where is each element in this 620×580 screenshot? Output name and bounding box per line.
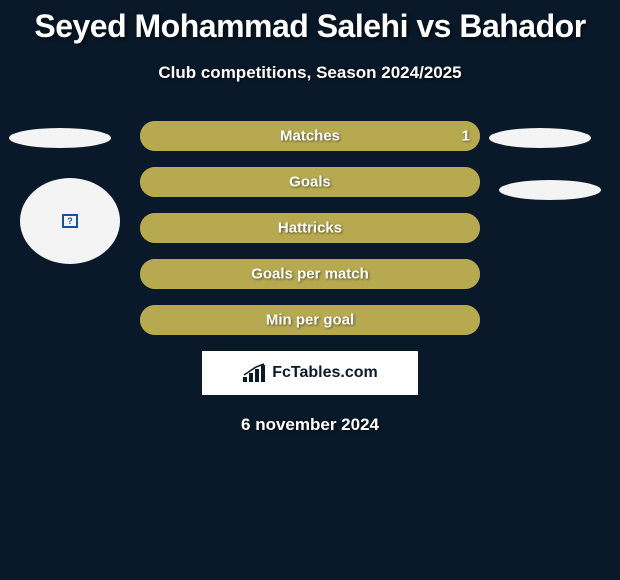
page-title: Seyed Mohammad Salehi vs Bahador [0, 0, 620, 45]
stat-row-goals: Goals [140, 167, 480, 197]
stat-row-goals-per-match: Goals per match [140, 259, 480, 289]
stat-label: Min per goal [266, 312, 354, 329]
brand-text: FcTables.com [272, 364, 378, 382]
stat-value: 1 [462, 128, 470, 145]
brand-box: FcTables.com [202, 351, 418, 395]
stat-label: Matches [280, 128, 340, 145]
page-subtitle: Club competitions, Season 2024/2025 [0, 63, 620, 83]
stat-label: Goals per match [251, 266, 369, 283]
stat-row-hattricks: Hattricks [140, 213, 480, 243]
stats-area: Matches 1 Goals Hattricks Goals per matc… [0, 121, 620, 335]
page-date: 6 november 2024 [0, 415, 620, 435]
stat-row-matches: Matches 1 [140, 121, 480, 151]
brand-logo-icon [242, 363, 268, 383]
stat-label: Goals [289, 174, 331, 191]
stat-row-min-per-goal: Min per goal [140, 305, 480, 335]
stat-label: Hattricks [278, 220, 342, 237]
